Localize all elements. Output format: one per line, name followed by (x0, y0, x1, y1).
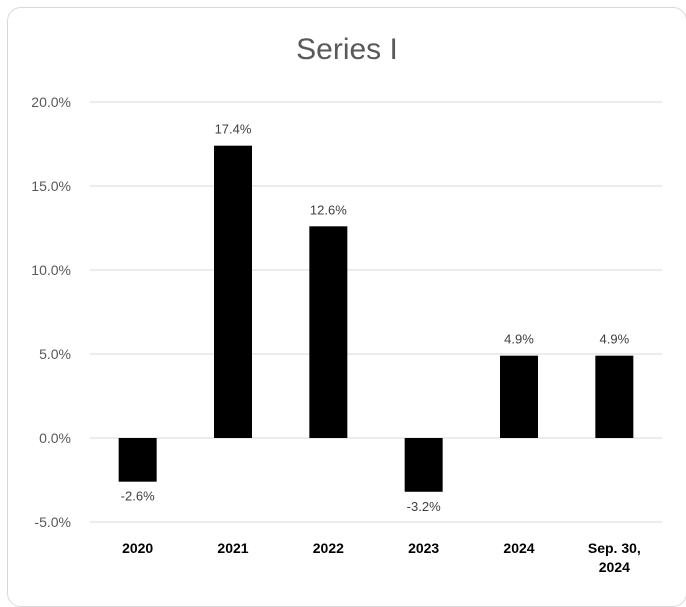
bar (118, 438, 157, 482)
y-tick-label: 10.0% (31, 262, 71, 278)
bars (118, 145, 634, 492)
bar (595, 355, 634, 438)
x-category-label: 2022 (313, 540, 344, 556)
x-category-label: Sep. 30, 2024 (588, 540, 641, 575)
bar (214, 145, 252, 438)
bar (309, 226, 348, 438)
data-label: -3.2% (407, 499, 441, 514)
y-axis-ticks: 20.0% 15.0% 10.0% 5.0% 0.0% -5.0% (31, 94, 71, 530)
data-label: 12.6% (310, 202, 347, 217)
data-labels: -2.6% 17.4% 12.6% -3.2% 4.9% 4.9% (121, 122, 630, 514)
bar (500, 355, 538, 438)
y-tick-label: 5.0% (39, 346, 71, 362)
bar-chart: Series I 20.0% 15.0% 10.0% 5.0% 0.0% -5.0% -2… (31, 33, 662, 575)
y-tick-label: 0.0% (39, 430, 71, 446)
data-label: 4.9% (600, 332, 630, 347)
bar (404, 438, 443, 492)
x-category-label: 2021 (217, 540, 248, 556)
x-axis-categories: 2020 2021 2022 2023 2024 Sep. 30, 2024 (122, 540, 641, 575)
x-category-label: 2024 (503, 540, 534, 556)
chart-title: Series I (296, 33, 398, 66)
data-label: 4.9% (504, 332, 534, 347)
y-tick-label: 15.0% (31, 178, 71, 194)
data-label: -2.6% (121, 489, 155, 504)
x-category-label: 2020 (122, 540, 153, 556)
gridlines (90, 101, 662, 523)
y-tick-label: 20.0% (31, 94, 71, 110)
data-label: 17.4% (215, 122, 252, 137)
y-tick-label: -5.0% (34, 514, 71, 530)
x-category-label: 2023 (408, 540, 439, 556)
